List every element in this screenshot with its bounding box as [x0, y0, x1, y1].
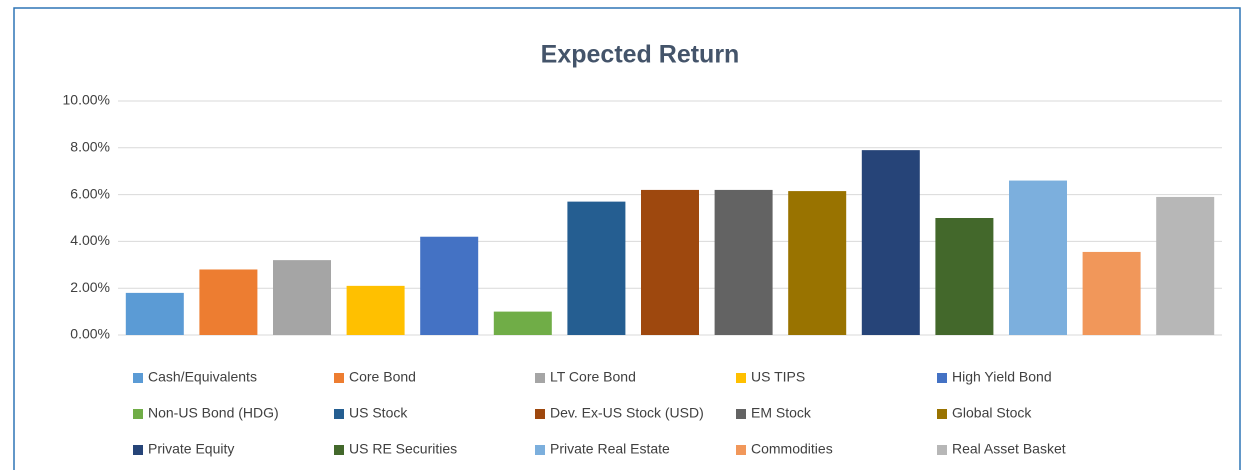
legend-label: EM Stock	[751, 405, 812, 421]
bar	[125, 292, 184, 335]
legend-label: US RE Securities	[349, 441, 457, 457]
legend-label: US Stock	[349, 405, 408, 421]
y-tick-label: 4.00%	[70, 232, 110, 248]
legend-label: High Yield Bond	[952, 369, 1052, 385]
legend-label: Real Asset Basket	[952, 441, 1066, 457]
bar	[273, 260, 331, 335]
legend-swatch	[937, 445, 947, 455]
legend-label: LT Core Bond	[550, 369, 636, 385]
y-tick-label: 2.00%	[70, 279, 110, 295]
legend-label: Non-US Bond (HDG)	[148, 405, 279, 421]
bar	[567, 201, 626, 335]
legend-swatch	[736, 409, 746, 419]
legend-swatch	[334, 445, 344, 455]
legend-swatch	[736, 445, 746, 455]
legend-swatch	[334, 373, 344, 383]
legend-swatch	[937, 409, 947, 419]
legend-swatch	[133, 373, 143, 383]
bar	[199, 269, 258, 335]
legend-label: US TIPS	[751, 369, 805, 385]
y-tick-label: 10.00%	[63, 92, 110, 108]
legend-label: Dev. Ex-US Stock (USD)	[550, 405, 704, 421]
bar	[1082, 251, 1141, 335]
bar	[346, 285, 405, 335]
legend-swatch	[736, 373, 746, 383]
legend-swatch	[535, 373, 545, 383]
y-tick-label: 0.00%	[70, 326, 110, 342]
bar	[493, 311, 552, 335]
bar	[1156, 196, 1215, 335]
y-tick-label: 8.00%	[70, 139, 110, 155]
legend-swatch	[535, 445, 545, 455]
y-tick-label: 6.00%	[70, 185, 110, 201]
bar	[1009, 180, 1067, 335]
legend-swatch	[937, 373, 947, 383]
bar	[861, 150, 920, 335]
legend-label: Global Stock	[952, 405, 1032, 421]
bar	[714, 189, 773, 335]
legend-label: Core Bond	[349, 369, 416, 385]
legend-swatch	[133, 445, 143, 455]
bar	[420, 236, 479, 335]
legend-swatch	[334, 409, 344, 419]
chart-title: Expected Return	[541, 41, 740, 69]
bar	[641, 189, 699, 335]
bar	[788, 191, 847, 335]
legend-label: Cash/Equivalents	[148, 369, 257, 385]
legend-swatch	[535, 409, 545, 419]
legend-label: Private Equity	[148, 441, 234, 457]
legend-label: Commodities	[751, 441, 833, 457]
bar	[935, 218, 994, 335]
legend-swatch	[133, 409, 143, 419]
legend-label: Private Real Estate	[550, 441, 670, 457]
